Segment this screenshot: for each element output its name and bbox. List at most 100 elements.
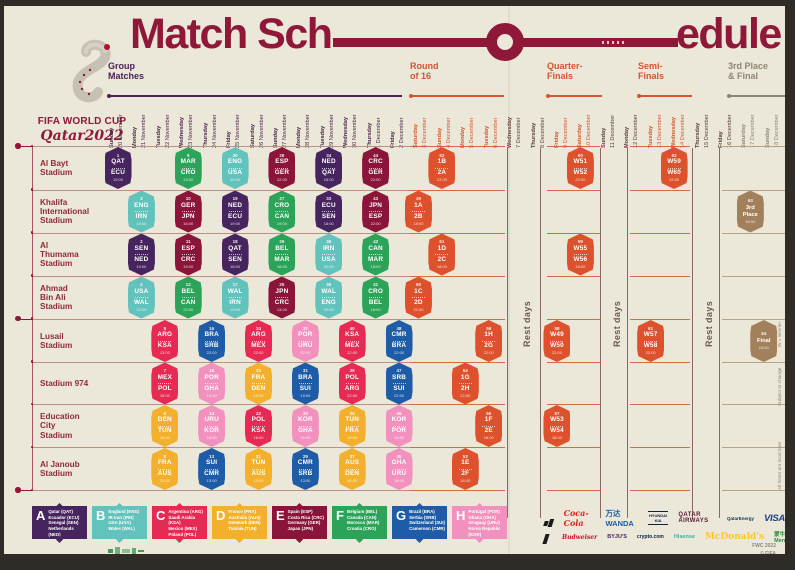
match-number: 63 xyxy=(747,198,753,204)
away-team: QAT xyxy=(321,169,336,176)
match-time: 22:00 xyxy=(206,350,217,356)
home-team: CRO xyxy=(274,201,290,209)
date-day: Friday xyxy=(717,131,724,148)
match-badge: 29 CMR SRB 13:00 xyxy=(291,448,319,490)
match-time: 22:00 xyxy=(551,350,562,356)
match-number: 28 xyxy=(279,152,285,158)
match-badge: 60 W51 W52 22:00 xyxy=(566,147,594,189)
grid-dot xyxy=(15,143,21,149)
away-team: MAR xyxy=(368,255,384,263)
match-time: 18:00 xyxy=(436,263,447,269)
poster-background: Match Sch edule FIFA WORLD CUP Qatar2022… xyxy=(4,6,785,554)
away-team: CRC xyxy=(274,298,290,306)
hisense-logo: Hisense xyxy=(673,534,695,540)
date-value: 3 December xyxy=(422,117,429,148)
grid-line xyxy=(18,146,32,147)
match-time: 22:00 xyxy=(323,263,334,269)
group-team: Croatia (CRO) xyxy=(346,526,376,532)
coca-cola-logo: Coca-Cola xyxy=(563,508,589,528)
match-number: 17 xyxy=(232,282,238,288)
match-time: 18:00 xyxy=(758,344,769,350)
home-team: CAN xyxy=(368,244,383,252)
away-team: ECU xyxy=(110,169,126,176)
match-number: 34 xyxy=(326,152,332,158)
group-team: Serbia (SRB) xyxy=(409,514,436,520)
paper-fold xyxy=(508,6,510,554)
away-team: URU xyxy=(298,342,313,349)
away-team: MAR xyxy=(274,255,290,263)
match-time: 16:00 xyxy=(276,263,287,269)
mcdonald-s-logo: McDonald's xyxy=(704,532,765,542)
away-team: W58 xyxy=(643,342,658,349)
match-time: 18:00 xyxy=(413,220,424,226)
match-number: 14 xyxy=(209,410,215,416)
badge-divider xyxy=(252,425,266,427)
stadium-label: Stadium 974 xyxy=(40,378,89,388)
grid-line xyxy=(410,318,505,320)
away-team: SUI xyxy=(393,384,405,392)
home-team: KOR xyxy=(391,416,407,424)
match-time: 18:00 xyxy=(370,263,381,269)
date-label: Saturday 26 November xyxy=(249,98,268,148)
date-day: Sunday xyxy=(764,127,771,148)
match-number: 2 xyxy=(140,239,143,245)
group-teams: Argentina (ARG) Saudi Arabia (KSA) Mexico … xyxy=(168,509,205,538)
match-time: 13:00 xyxy=(159,350,170,356)
away-team: W56 xyxy=(573,255,588,263)
match-time: 19:00 xyxy=(253,392,264,398)
away-team: ESP xyxy=(368,212,383,220)
match-number: 40 xyxy=(349,325,355,331)
date-value: 17 December xyxy=(750,114,757,148)
date-label: Friday 2 December xyxy=(389,98,408,148)
date-label: Tuesday 29 November xyxy=(319,98,338,148)
date-label: Thursday 1 December xyxy=(366,98,385,148)
match-number: 47 xyxy=(396,368,402,374)
away-team: W50 xyxy=(550,342,564,349)
grid-line xyxy=(32,146,410,147)
group-team: Ghana (GHA) xyxy=(468,514,496,520)
group-team: USA (USA) xyxy=(108,520,131,526)
match-time: 22:00 xyxy=(370,177,381,183)
note-local-time: All times are local time xyxy=(778,442,783,490)
badge-divider xyxy=(252,383,266,384)
date-label: Monday 12 December xyxy=(623,98,642,148)
badge-divider xyxy=(458,468,472,470)
match-number: 35 xyxy=(326,239,332,245)
badge-divider xyxy=(458,383,472,384)
away-team: POR xyxy=(391,427,407,434)
home-team: WAL xyxy=(321,287,337,295)
grid-line xyxy=(722,189,785,191)
match-badge: 26 BEL MAR 16:00 xyxy=(268,233,296,276)
date-value: 7 December xyxy=(516,117,523,148)
match-badge: 18 QAT SEN 16:00 xyxy=(221,233,249,276)
date-day: Monday xyxy=(296,126,303,148)
grid-line xyxy=(32,404,410,405)
match-number: 23 xyxy=(256,368,262,374)
match-time: 18:00 xyxy=(394,478,405,484)
match-number: 60 xyxy=(577,152,583,158)
match-time: 16:00 xyxy=(159,435,170,441)
match-badge: 16 BRA SRB 22:00 xyxy=(198,320,226,362)
date-value: 18 December xyxy=(773,114,780,148)
home-team: POR xyxy=(298,331,313,339)
section-line-final xyxy=(727,93,785,98)
match-number: 18 xyxy=(232,239,238,245)
home-team: NED xyxy=(321,158,336,166)
date-day: Friday xyxy=(553,131,560,148)
grid-line xyxy=(410,189,505,191)
match-badge: 30 KOR GHA 16:00 xyxy=(291,405,319,447)
date-day: Sunday xyxy=(436,127,443,148)
match-time: 22:00 xyxy=(645,350,656,356)
home-team: 1B xyxy=(437,158,447,166)
badge-divider xyxy=(345,340,359,342)
away-team: DEN xyxy=(251,384,266,392)
badge-divider xyxy=(181,254,195,255)
grid-dot xyxy=(30,144,34,148)
match-time: 13:00 xyxy=(230,306,241,312)
section-round-of-16: Round of 16 xyxy=(410,61,439,82)
group-team: IR Iran (IRN) xyxy=(108,514,134,520)
away-team: TUN xyxy=(157,427,172,434)
badge-divider xyxy=(411,297,425,298)
home-team: KOR xyxy=(297,416,313,424)
match-number: 16 xyxy=(209,325,215,331)
